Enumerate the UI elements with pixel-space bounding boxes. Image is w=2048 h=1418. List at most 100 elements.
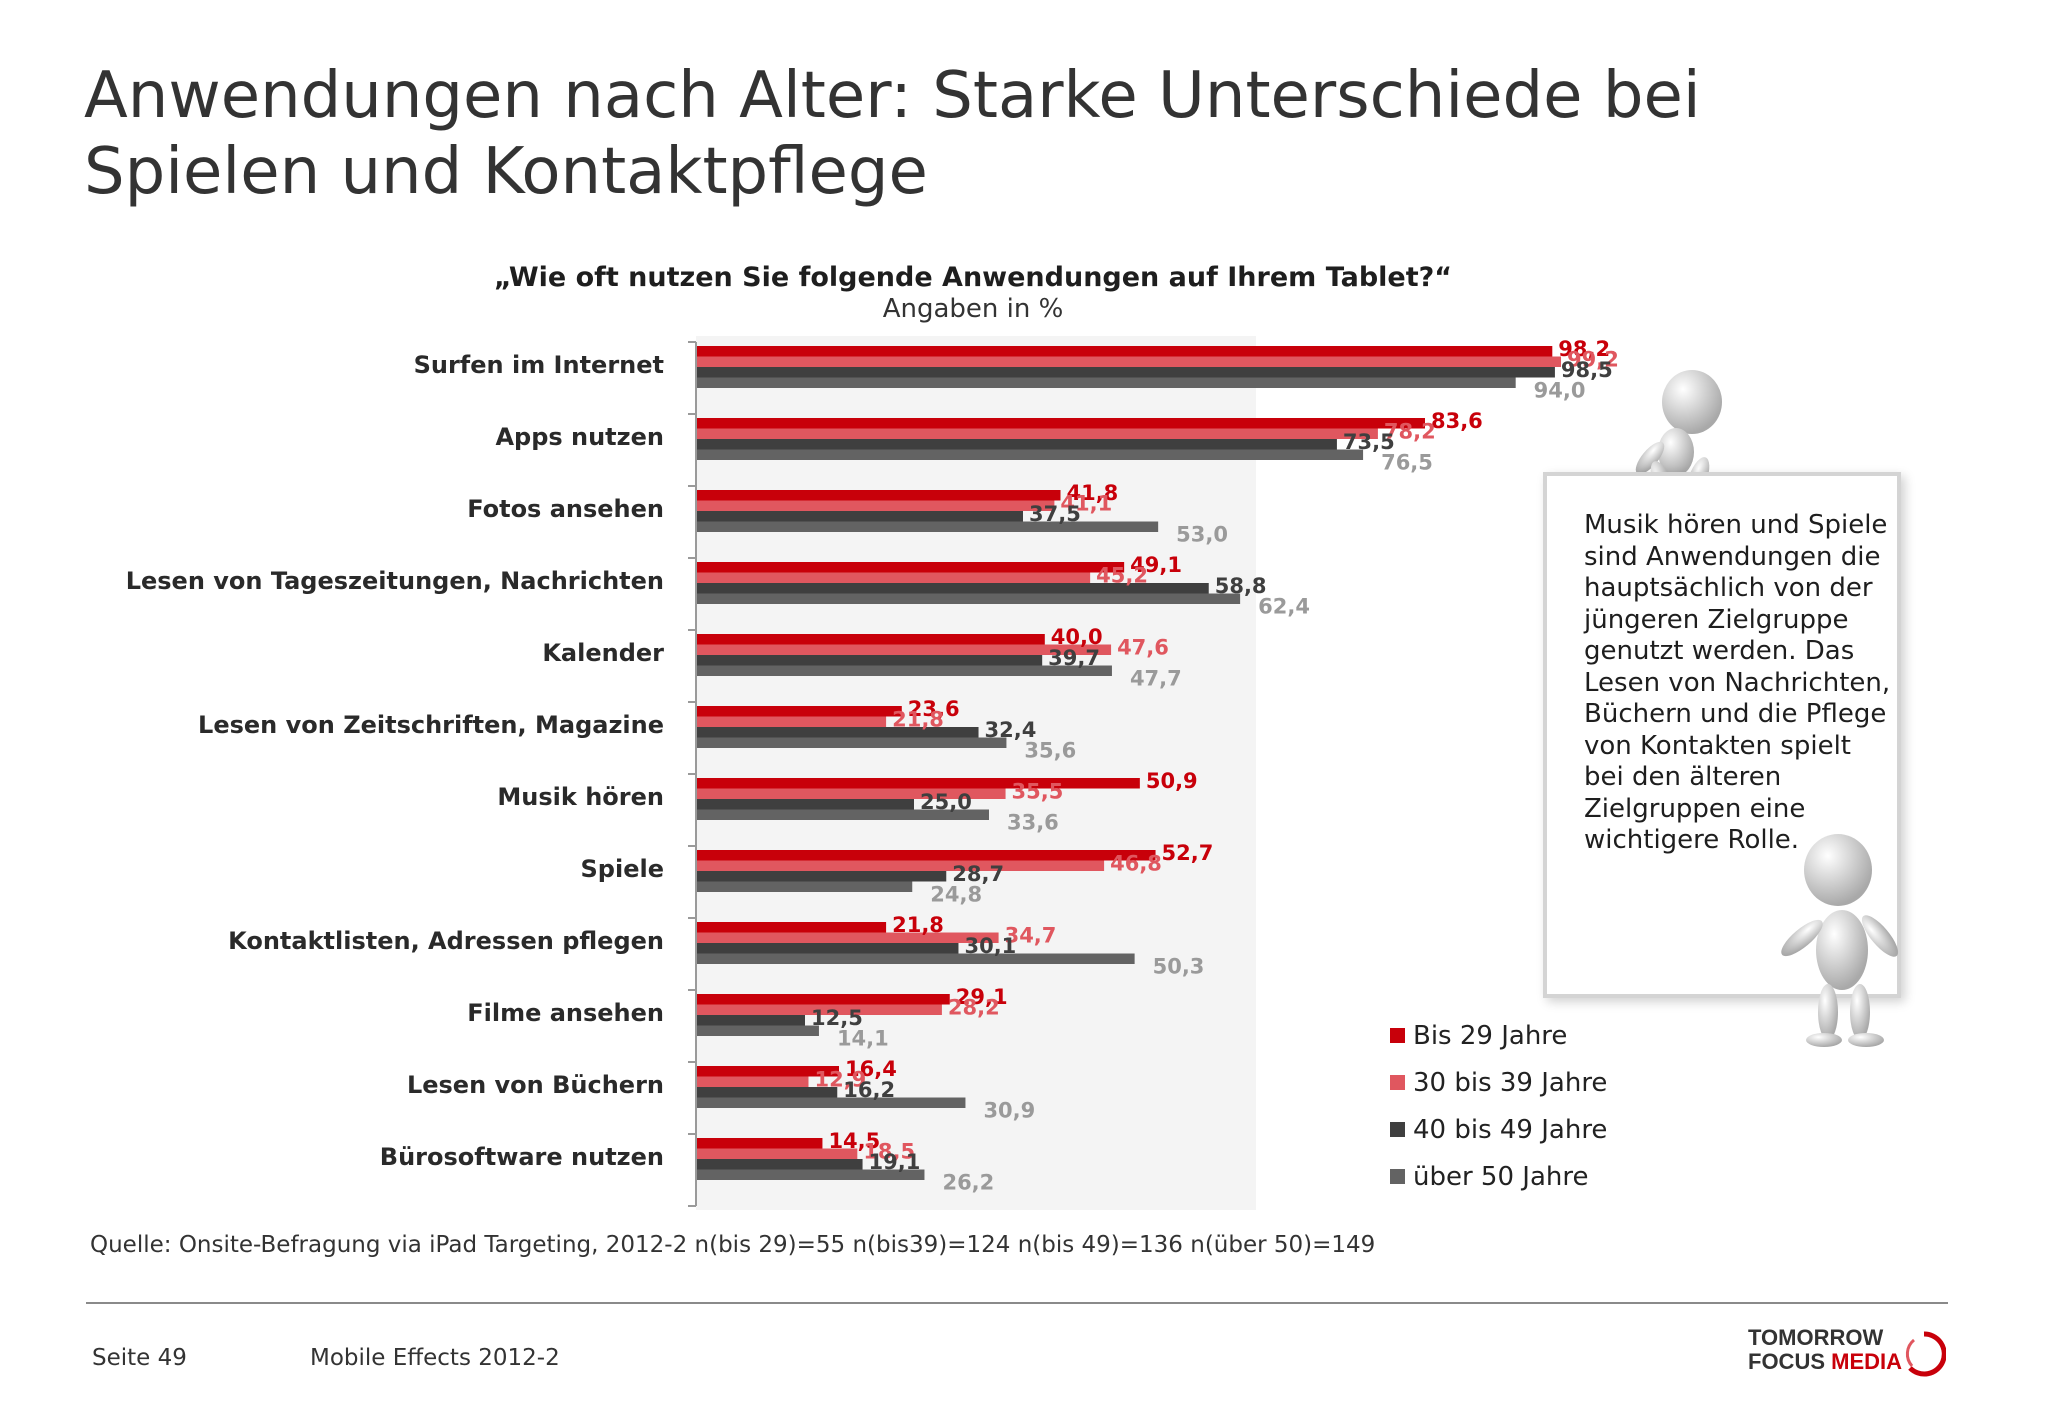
data-label: 16,2 <box>843 1078 895 1102</box>
data-label: 12,5 <box>811 1006 863 1030</box>
bar <box>696 922 887 933</box>
bar <box>696 562 1125 573</box>
data-label: 99,2 <box>1567 348 1619 372</box>
data-label: 40,0 <box>1051 625 1103 649</box>
data-label: 24,8 <box>930 883 982 907</box>
bar <box>696 655 1043 666</box>
chart-subtitle: Angaben in % <box>882 294 1064 324</box>
data-label: 14,1 <box>837 1027 889 1051</box>
bar <box>696 644 1112 655</box>
bar <box>696 953 1135 964</box>
bar-chart: Surfen im Internet 98,299,298,594,0 Apps n… <box>126 336 1619 1210</box>
bar <box>696 788 1006 799</box>
bar <box>696 346 1553 357</box>
data-label: 50,3 <box>1153 955 1205 979</box>
bar <box>696 367 1555 378</box>
logo-word-focus: FOCUS <box>1748 1349 1832 1374</box>
bar <box>696 665 1112 676</box>
data-label: 47,7 <box>1130 667 1182 691</box>
data-label: 45,2 <box>1096 564 1148 588</box>
data-label: 28,7 <box>952 862 1004 886</box>
data-label: 12,9 <box>814 1068 866 1092</box>
data-label: 47,6 <box>1117 636 1169 660</box>
bar <box>696 428 1378 439</box>
legend-label: Bis 29 Jahre <box>1413 1020 1568 1051</box>
data-label: 23,6 <box>908 697 960 721</box>
slide-title: Anwendungen nach Alter: Starke Unterschi… <box>84 59 1701 209</box>
category-label: Lesen von Tageszeitungen, Nachrichten <box>126 567 664 595</box>
data-label: 29,1 <box>956 985 1008 1009</box>
data-label: 41,8 <box>1066 481 1118 505</box>
data-label: 25,0 <box>920 790 972 814</box>
data-label: 34,7 <box>1005 924 1057 948</box>
bar <box>696 593 1241 604</box>
data-label: 26,2 <box>942 1171 994 1195</box>
bar <box>696 1015 805 1026</box>
chart-legend: Bis 29 Jahre 30 bis 39 Jahre 40 bis 49 J… <box>1390 1012 1607 1200</box>
bar <box>696 943 959 954</box>
category-label: Kontaktlisten, Adressen pflegen <box>228 927 664 955</box>
bar <box>696 511 1023 522</box>
data-label: 21,8 <box>892 708 944 732</box>
legend-label: 40 bis 49 Jahre <box>1413 1114 1608 1145</box>
bar <box>696 439 1337 450</box>
bar <box>696 1025 819 1036</box>
category-label: Filme ansehen <box>467 999 664 1027</box>
data-label: 30,9 <box>983 1099 1035 1123</box>
legend-item-bis-29: Bis 29 Jahre <box>1390 1012 1607 1059</box>
category-label: Fotos ansehen <box>467 495 664 523</box>
source-note: Quelle: Onsite-Befragung via iPad Target… <box>90 1232 1376 1258</box>
bar <box>696 706 902 717</box>
bar <box>696 881 913 892</box>
plot-area <box>696 336 1256 1210</box>
data-label: 19,1 <box>869 1150 921 1174</box>
data-label: 98,5 <box>1561 358 1613 382</box>
legend-label: über 50 Jahre <box>1413 1161 1589 1192</box>
bar <box>696 583 1209 594</box>
bar <box>696 572 1091 583</box>
bar <box>696 418 1425 429</box>
chart-labels: Surfen im Internet 98,299,298,594,0 Apps n… <box>126 337 1619 1195</box>
bar <box>696 932 999 943</box>
bar <box>696 356 1562 367</box>
data-label: 50,9 <box>1146 769 1198 793</box>
logo-word-media: MEDIA <box>1831 1349 1903 1374</box>
bar <box>696 860 1105 871</box>
bar <box>696 994 950 1005</box>
data-label: 33,6 <box>1007 811 1059 835</box>
category-label: Surfen im Internet <box>414 351 664 379</box>
bar <box>696 1066 840 1077</box>
data-label: 21,8 <box>892 913 944 937</box>
legend-item-30-39: 30 bis 39 Jahre <box>1390 1059 1607 1106</box>
bar <box>696 1138 823 1149</box>
bar <box>696 1169 925 1180</box>
data-label: 39,7 <box>1048 646 1100 670</box>
data-label: 52,7 <box>1162 841 1214 865</box>
legend-swatch <box>1390 1028 1405 1043</box>
data-label: 94,0 <box>1534 379 1586 403</box>
bar <box>696 1159 863 1170</box>
data-label: 83,6 <box>1431 409 1483 433</box>
bar <box>696 737 1007 748</box>
data-label: 32,4 <box>985 718 1037 742</box>
chart-background <box>696 336 1256 1210</box>
data-label: 41,1 <box>1060 492 1112 516</box>
presenter-figure-illustration <box>1780 820 1920 1054</box>
footer-divider <box>86 1302 1948 1304</box>
bar <box>696 1148 858 1159</box>
data-label: 35,6 <box>1024 739 1076 763</box>
category-label: Bürosoftware nutzen <box>380 1143 664 1171</box>
bar <box>696 1076 809 1087</box>
brand-logo: TOMORROW FOCUS MEDIA <box>1748 1326 1948 1386</box>
bar <box>696 377 1516 388</box>
legend-swatch <box>1390 1075 1405 1090</box>
data-label: 62,4 <box>1258 595 1310 619</box>
bar <box>696 1004 942 1015</box>
bar <box>696 1087 838 1098</box>
bar <box>696 521 1159 532</box>
chart-title: „Wie oft nutzen Sie folgende Anwendungen… <box>493 262 1453 293</box>
category-label: Spiele <box>581 855 664 883</box>
data-label: 58,8 <box>1215 574 1267 598</box>
bar <box>696 716 887 727</box>
data-label: 35,5 <box>1012 780 1064 804</box>
